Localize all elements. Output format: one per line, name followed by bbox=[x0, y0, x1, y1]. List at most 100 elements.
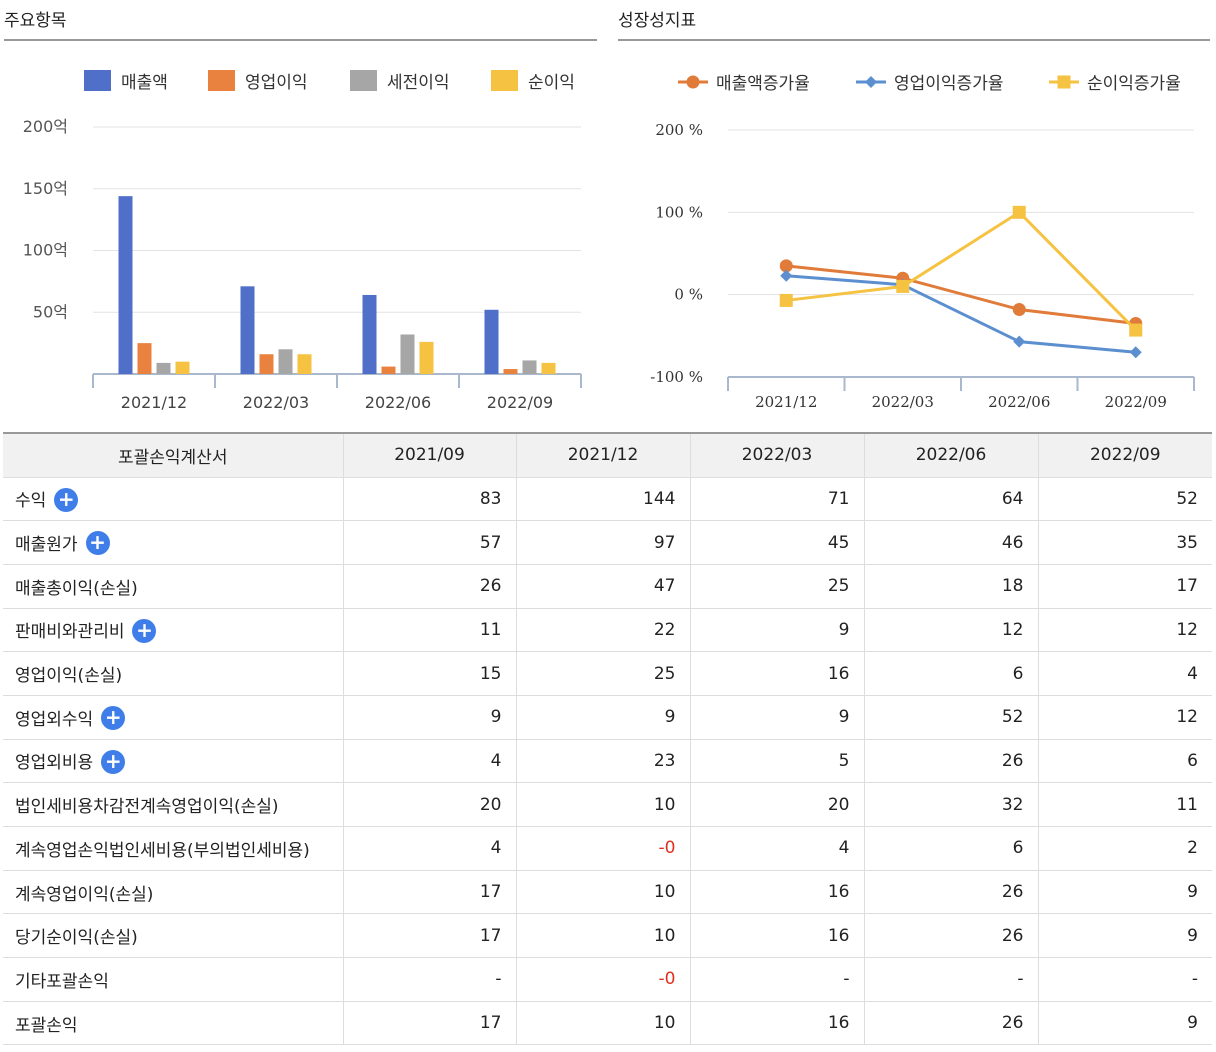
income-statement-table-wrap: 포괄손익계산서 2021/09 2021/12 2022/03 2022/06 2022/… bbox=[3, 432, 1212, 1046]
table-cell: 46 bbox=[863, 520, 1038, 565]
legend-label-1: 영업이익 bbox=[245, 73, 308, 93]
row-label: 기타포괄손익 bbox=[15, 971, 109, 992]
legend-marker-2 bbox=[1057, 75, 1071, 89]
x-tick-label: 2022/09 bbox=[487, 393, 553, 412]
table-cell: 9 bbox=[1037, 870, 1212, 915]
bar-1-2 bbox=[381, 366, 396, 374]
x-tick-label: 2021/12 bbox=[121, 393, 187, 412]
table-header-period: 2022/03 bbox=[689, 432, 864, 478]
row-label: 당기순이익(손실) bbox=[15, 928, 138, 949]
legend-swatch-2 bbox=[350, 70, 377, 91]
table-cell: 17 bbox=[342, 870, 516, 915]
series-line-2 bbox=[786, 210, 1137, 332]
table-cell: 11 bbox=[1037, 782, 1212, 827]
plus-circle-icon[interactable]: + bbox=[54, 487, 79, 512]
bar-2-2 bbox=[400, 334, 415, 374]
growth-line-chart: 매출액증가율 영업이익증가율 순이익증가율 200 % 100 % 0 % -100 % 20… bbox=[650, 74, 1195, 411]
table-cell: 57 bbox=[342, 520, 516, 565]
row-label: 판매비와관리비 bbox=[15, 622, 125, 643]
table-cell: 64 bbox=[863, 477, 1038, 522]
row-label: 매출총이익(손실) bbox=[15, 578, 138, 599]
y-tick-label: 200 % bbox=[655, 121, 703, 139]
table-header-period: 2021/09 bbox=[342, 432, 516, 478]
table-row: 판매비와관리비 +11 22 9 12 12 bbox=[3, 608, 1212, 653]
legend-swatch-1 bbox=[208, 70, 235, 91]
row-label-cell: 계속영업이익(손실) bbox=[3, 870, 343, 915]
point-2-0 bbox=[779, 293, 793, 307]
bar-2-3 bbox=[522, 360, 537, 374]
table-row: 매출원가 +57 97 45 46 35 bbox=[3, 520, 1212, 565]
table-cell: 25 bbox=[689, 564, 864, 609]
bar-0-0 bbox=[118, 196, 133, 374]
table-row: 법인세비용차감전계속영업이익(손실) 20 10 20 32 11 bbox=[3, 782, 1212, 827]
y-tick-label: 100억 bbox=[23, 241, 68, 260]
table-cell: 6 bbox=[863, 826, 1038, 871]
row-label-cell: 영업외비용 + bbox=[3, 739, 343, 784]
table-cell: 4 bbox=[689, 826, 864, 871]
table-cell: 18 bbox=[863, 564, 1038, 609]
right-panel-title: 성장성지표 bbox=[618, 11, 697, 31]
right-panel-divider bbox=[618, 39, 1210, 41]
plus-circle-icon[interactable]: + bbox=[85, 531, 110, 556]
table-row: 영업외비용 +4 23 5 26 6 bbox=[3, 739, 1212, 784]
row-label: 매출원가 bbox=[15, 534, 78, 555]
row-label: 영업이익(손실) bbox=[15, 666, 123, 687]
table-cell: 26 bbox=[863, 870, 1038, 915]
table-cell: 23 bbox=[515, 739, 690, 784]
legend-label-3: 순이익 bbox=[528, 73, 575, 93]
bar-1-0 bbox=[137, 343, 152, 374]
income-statement-table: 포괄손익계산서 2021/09 2021/12 2022/03 2022/06 2022/… bbox=[3, 432, 1212, 1046]
left-panel-title: 주요항목 bbox=[4, 11, 67, 31]
bar-1-1 bbox=[259, 354, 274, 374]
point-0-2 bbox=[1012, 302, 1026, 316]
row-label: 계속영업이익(손실) bbox=[15, 884, 154, 905]
table-cell: 35 bbox=[1037, 520, 1212, 565]
x-tick-label: 2022/06 bbox=[365, 393, 431, 412]
table-row: 계속영업손익법인세비용(부의법인세비용) 4 -0 4 6 2 bbox=[3, 826, 1212, 871]
legend-swatch-3 bbox=[491, 70, 518, 91]
legend-label-0: 매출액 bbox=[121, 73, 168, 93]
row-label-cell: 매출원가 + bbox=[3, 520, 343, 565]
legend-marker-0 bbox=[686, 75, 700, 89]
x-tick-label: 2022/03 bbox=[872, 393, 934, 411]
table-row: 당기순이익(손실) 17 10 16 26 9 bbox=[3, 913, 1212, 959]
table-row: 영업외수익 +9 9 9 52 12 bbox=[3, 695, 1212, 740]
bar-1-3 bbox=[503, 369, 518, 374]
row-label-cell: 기타포괄손익 bbox=[3, 957, 343, 1002]
table-cell: 9 bbox=[1037, 1001, 1212, 1046]
plus-circle-icon[interactable]: + bbox=[132, 618, 157, 643]
plus-circle-icon[interactable]: + bbox=[101, 749, 126, 774]
point-1-3 bbox=[1129, 346, 1142, 359]
left-panel-divider bbox=[4, 39, 597, 41]
table-cell: 16 bbox=[689, 1001, 864, 1046]
plus-circle-icon[interactable]: + bbox=[101, 706, 126, 731]
table-cell: 17 bbox=[1037, 564, 1212, 609]
point-0-0 bbox=[779, 259, 793, 273]
table-cell: - bbox=[689, 957, 864, 1002]
table-row: 영업이익(손실) 15 25 16 6 4 bbox=[3, 651, 1212, 696]
table-header-row: 포괄손익계산서 2021/09 2021/12 2022/03 2022/06 2022/… bbox=[3, 432, 1212, 478]
legend-label-1: 영업이익증가율 bbox=[894, 74, 1003, 94]
table-cell: - bbox=[1037, 957, 1212, 1002]
bar-3-3 bbox=[541, 362, 556, 374]
point-2-2 bbox=[1012, 205, 1026, 219]
table-header-label: 포괄손익계산서 bbox=[3, 432, 343, 478]
table-cell: 26 bbox=[863, 913, 1038, 959]
table-row: 포괄손익 17 10 16 26 9 bbox=[3, 1001, 1212, 1046]
row-label-cell: 계속영업손익법인세비용(부의법인세비용) bbox=[3, 826, 343, 871]
bar-0-1 bbox=[240, 286, 255, 374]
row-label-cell: 포괄손익 bbox=[3, 1001, 343, 1046]
legend-label-2: 순이익증가율 bbox=[1087, 74, 1181, 94]
table-cell: 20 bbox=[689, 782, 864, 827]
table-cell: 10 bbox=[515, 913, 690, 959]
bar-2-0 bbox=[156, 362, 171, 374]
table-cell: 47 bbox=[515, 564, 690, 609]
table-cell: 10 bbox=[515, 1001, 690, 1046]
bar-2-1 bbox=[278, 349, 293, 374]
table-cell: 16 bbox=[689, 651, 864, 696]
point-1-0 bbox=[780, 269, 793, 282]
table-cell: 6 bbox=[1037, 739, 1212, 784]
table-cell: 71 bbox=[689, 477, 864, 522]
table-cell: 6 bbox=[863, 651, 1038, 696]
legend-swatch-0 bbox=[84, 70, 111, 91]
